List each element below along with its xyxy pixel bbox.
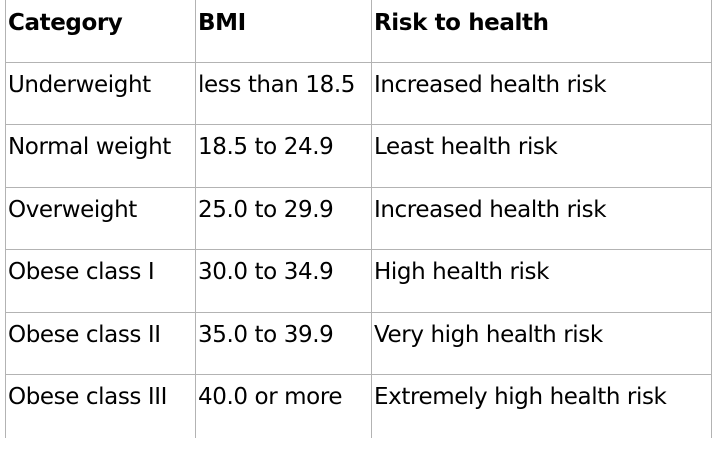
table-row: Overweight 25.0 to 29.9 Increased health… [5, 186, 712, 250]
cell-risk: Increased health risk [371, 186, 712, 250]
cell-bmi: 35.0 to 39.9 [195, 311, 372, 375]
table-row: Normal weight 18.5 to 24.9 Least health … [5, 124, 712, 188]
cell-risk: Increased health risk [371, 61, 712, 125]
cell-category: Overweight [5, 186, 196, 250]
table-row: Underweight less than 18.5 Increased hea… [5, 61, 712, 125]
cell-bmi: 25.0 to 29.9 [195, 186, 372, 250]
cell-risk: High health risk [371, 249, 712, 313]
cell-risk: Least health risk [371, 124, 712, 188]
table-row: Obese class I 30.0 to 34.9 High health r… [5, 249, 712, 313]
header-category: Category [5, 0, 196, 63]
table-row: Obese class III 40.0 or more Extremely h… [5, 374, 712, 438]
cell-bmi: 30.0 to 34.9 [195, 249, 372, 313]
cell-category: Obese class III [5, 374, 196, 438]
bmi-table: Category BMI Risk to health Underweight … [5, 0, 712, 438]
cell-bmi: less than 18.5 [195, 61, 372, 125]
cell-category: Obese class II [5, 311, 196, 375]
cell-bmi: 40.0 or more [195, 374, 372, 438]
header-risk: Risk to health [371, 0, 712, 63]
cell-risk: Extremely high health risk [371, 374, 712, 438]
cell-category: Obese class I [5, 249, 196, 313]
header-bmi: BMI [195, 0, 372, 63]
cell-risk: Very high health risk [371, 311, 712, 375]
table-row: Obese class II 35.0 to 39.9 Very high he… [5, 311, 712, 375]
cell-category: Underweight [5, 61, 196, 125]
cell-bmi: 18.5 to 24.9 [195, 124, 372, 188]
cell-category: Normal weight [5, 124, 196, 188]
table-header-row: Category BMI Risk to health [5, 0, 712, 63]
